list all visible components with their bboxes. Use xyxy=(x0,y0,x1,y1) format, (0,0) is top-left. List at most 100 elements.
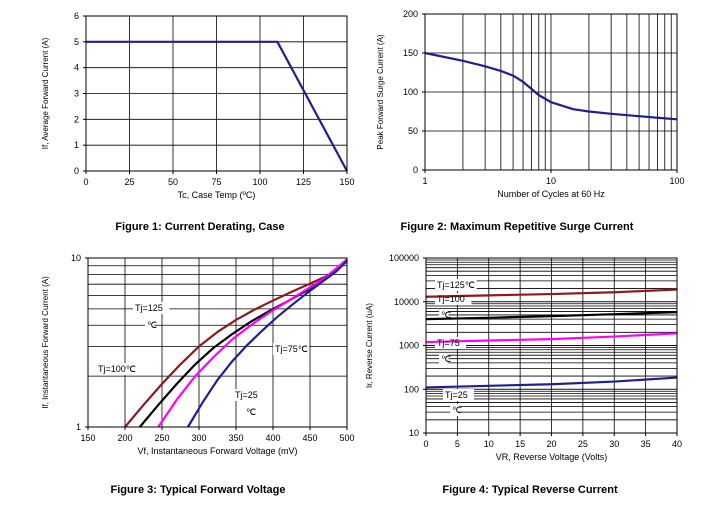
fig4-grid xyxy=(426,258,677,433)
fig3-annotation: Tj=100℃ xyxy=(98,364,136,374)
fig4-x-tick-label: 40 xyxy=(672,439,682,449)
fig4-annotation: Tj=100 xyxy=(437,294,465,304)
fig4-annotation: ℃ xyxy=(441,310,451,320)
fig4-series-tj-125- xyxy=(425,288,678,298)
fig1-grid xyxy=(86,16,347,171)
fig1-y-tick-label: 3 xyxy=(74,89,79,99)
fig2-y-tick-label: 50 xyxy=(408,126,418,136)
fig3-x-tick-label: 450 xyxy=(302,433,317,443)
fig2-y-tick-label: 100 xyxy=(403,87,418,97)
fig4-x-tick-label: 35 xyxy=(641,439,651,449)
fig3-annotation-bg xyxy=(233,389,264,401)
fig2-y-axis-label: Peak Forward Surge Current (A) xyxy=(376,34,385,149)
fig3-x-tick-label: 250 xyxy=(154,433,169,443)
fig3-annotation-bg xyxy=(133,302,170,314)
fig4-series-tj-100- xyxy=(425,311,678,321)
fig1-x-tick-label: 25 xyxy=(124,177,134,187)
fig4-y-axis-label: Ir, Reverse Current (uA) xyxy=(365,303,374,388)
fig2-x-tick-label: 10 xyxy=(546,176,556,186)
fig4-caption: Figure 4: Typical Reverse Current xyxy=(442,484,618,496)
fig3-annotation: Tj=25 xyxy=(235,390,258,400)
fig4-x-tick-label: 25 xyxy=(578,439,588,449)
fig2-y-tick-label: 150 xyxy=(403,48,418,58)
fig3-series-tj-125- xyxy=(124,258,348,428)
fig4-series-tj-75- xyxy=(425,332,678,344)
fig2-caption: Figure 2: Maximum Repetitive Surge Curre… xyxy=(401,221,634,233)
fig4-y-tick-label: 100 xyxy=(404,384,419,394)
fig3-annotation: Tj=125 xyxy=(135,303,163,313)
fig4-annotation: ℃ xyxy=(441,354,451,364)
fig3-annotation-bg xyxy=(145,319,155,331)
fig1-series-if xyxy=(86,40,348,172)
fig2-y-tick-label: 0 xyxy=(413,165,418,175)
fig1-y-axis-label: If, Average Forward Current (A) xyxy=(41,37,50,149)
fig3-annotation: ℃ xyxy=(147,320,157,330)
fig3-x-tick-label: 300 xyxy=(191,433,206,443)
fig3-annotation-bg xyxy=(96,363,138,375)
fig3-x-tick-label: 350 xyxy=(228,433,243,443)
fig4-x-tick-label: 10 xyxy=(484,439,494,449)
fig1-y-tick-label: 2 xyxy=(74,114,79,124)
fig3-x-tick-label: 150 xyxy=(80,433,95,443)
fig3-x-tick-label: 400 xyxy=(265,433,280,443)
fig4-x-tick-label: 30 xyxy=(609,439,619,449)
fig4-y-tick-label: 10 xyxy=(409,428,419,438)
fig3-y-tick-label: 10 xyxy=(71,253,81,263)
fig1-y-tick-label: 0 xyxy=(74,166,79,176)
fig1-x-axis-label: Tc, Case Temp (ºC) xyxy=(178,190,256,200)
fig3-series-tj-75- xyxy=(157,258,348,428)
fig1-y-tick-label: 6 xyxy=(74,11,79,21)
fig4-annotation-bg xyxy=(435,279,477,291)
fig4-x-tick-label: 0 xyxy=(423,439,428,449)
fig3-x-tick-label: 500 xyxy=(339,433,354,443)
fig3-series-tj-25- xyxy=(186,260,348,428)
fig4-x-tick-label: 20 xyxy=(546,439,556,449)
fig1-x-tick-label: 0 xyxy=(83,177,88,187)
fig4-y-tick-label: 10000 xyxy=(394,297,419,307)
fig2-x-tick-label: 1 xyxy=(422,176,427,186)
fig4-annotation: Tj=75 xyxy=(437,338,460,348)
fig3-annotation: Tj=75℃ xyxy=(275,344,308,354)
fig2-x-axis-label: Number of Cycles at 60 Hz xyxy=(497,189,605,199)
fig3-y-axis-label: If, Instantaneous Forward Current (A) xyxy=(41,276,50,409)
fig3-x-axis-label: Vf, Instantaneous Forward Voltage (mV) xyxy=(137,446,297,456)
fig4-annotation: Tj=25 xyxy=(445,390,468,400)
fig4-x-axis-label: VR, Reverse Voltage (Volts) xyxy=(496,452,608,462)
fig1-y-tick-label: 4 xyxy=(74,63,79,73)
fig4-x-tick-label: 15 xyxy=(515,439,525,449)
fig4-annotation-bg xyxy=(450,404,460,416)
fig1-x-tick-label: 50 xyxy=(168,177,178,187)
fig2-y-tick-label: 200 xyxy=(403,9,418,19)
fig2-chart: 1 10 100 0 50 100 150 200 Number of Cycles at 60… xyxy=(376,9,685,233)
fig1-x-tick-label: 75 xyxy=(211,177,221,187)
fig4-annotation: Tj=125℃ xyxy=(437,280,475,290)
fig2-grid xyxy=(425,14,677,170)
fig3-x-tick-label: 200 xyxy=(117,433,132,443)
fig3-y-tick-label: 1 xyxy=(76,422,81,432)
fig1-chart: 0 25 50 75 100 125 150 0 1 2 3 4 5 6 Tc, Case Temp (ºC… xyxy=(41,11,355,233)
fig4-annotation-bg xyxy=(439,353,449,365)
fig1-x-tick-label: 150 xyxy=(339,177,354,187)
fig3-annotation-bg xyxy=(273,343,310,355)
fig4-annotation-bg xyxy=(435,337,466,349)
fig4-annotation-bg xyxy=(443,389,474,401)
fig4-y-tick-label: 1000 xyxy=(399,341,419,351)
fig1-x-tick-label: 100 xyxy=(252,177,267,187)
fig2-x-tick-label: 100 xyxy=(669,176,684,186)
fig3-caption: Figure 3: Typical Forward Voltage xyxy=(110,484,285,496)
fig4-chart: Tj=125℃ Tj=100 ℃ Tj=75 ℃ Tj=25 ℃ 0 5 10 15 20 25 30 35… xyxy=(365,253,682,496)
fig4-y-tick-label: 100000 xyxy=(389,253,419,263)
fig3-annotation: ℃ xyxy=(246,407,256,417)
fig4-annotation: ℃ xyxy=(452,405,462,415)
fig1-x-tick-label: 125 xyxy=(296,177,311,187)
fig3-annotation-bg xyxy=(244,406,254,418)
fig3-plot-frame xyxy=(87,257,348,428)
fig3-chart: Tj=125 ℃ Tj=100℃ Tj=75℃ Tj=25 ℃ 150 200 250 300 35… xyxy=(41,253,355,496)
fig1-y-tick-label: 1 xyxy=(74,140,79,150)
fig2-series-ifsm xyxy=(424,51,678,121)
fig4-annotation-bg xyxy=(439,309,449,321)
fig1-y-tick-label: 5 xyxy=(74,37,79,47)
fig4-series-tj-25- xyxy=(425,376,678,389)
fig1-caption: Figure 1: Current Derating, Case xyxy=(115,221,284,233)
